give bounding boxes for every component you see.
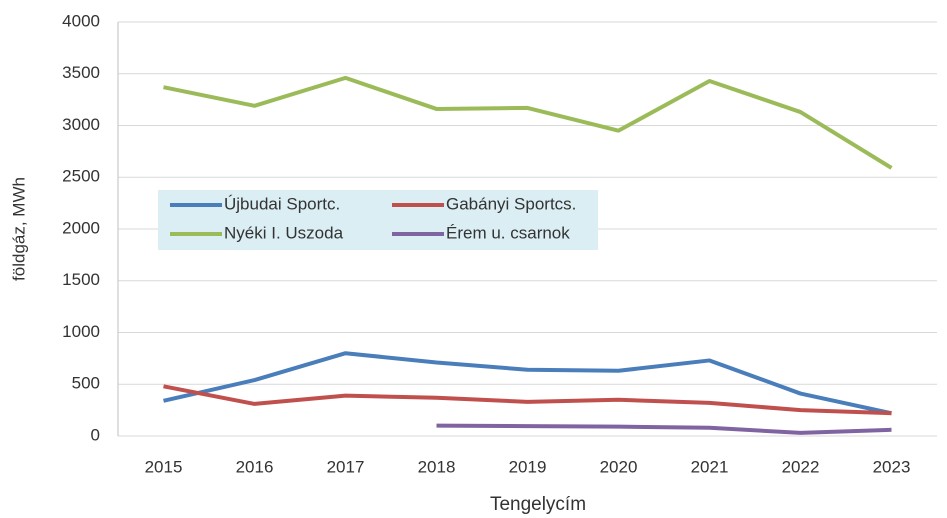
x-tick-label: 2020	[600, 457, 638, 476]
x-tick-label: 2016	[236, 457, 274, 476]
legend-label: Nyéki I. Uszoda	[224, 223, 344, 242]
legend-label: Újbudai Sportc.	[224, 194, 340, 213]
y-tick-label: 0	[91, 425, 100, 444]
y-tick-label: 2500	[62, 167, 100, 186]
x-tick-label: 2015	[145, 457, 183, 476]
y-tick-label: 1000	[62, 322, 100, 341]
legend-label: Érem u. csarnok	[446, 223, 570, 242]
y-tick-label: 4000	[62, 11, 100, 30]
series-line	[163, 351, 892, 416]
series-line	[163, 384, 892, 416]
x-axis-label: Tengelycím	[490, 494, 586, 515]
x-tick-label: 2017	[327, 457, 365, 476]
series-line	[163, 75, 893, 170]
y-tick-label: 3500	[62, 63, 100, 82]
series-line	[436, 423, 892, 435]
x-tick-label: 2023	[873, 457, 911, 476]
y-tick-label: 500	[72, 374, 100, 393]
x-tick-label: 2018	[418, 457, 456, 476]
legend-box	[158, 190, 598, 250]
y-axis-label: földgáz, MWh	[9, 177, 28, 281]
y-tick-label: 1500	[62, 270, 100, 289]
x-tick-label: 2022	[782, 457, 820, 476]
legend-label: Gabányi Sportcs.	[446, 194, 576, 213]
x-tick-label: 2019	[509, 457, 547, 476]
y-tick-label: 3000	[62, 115, 100, 134]
x-tick-label: 2021	[691, 457, 729, 476]
y-tick-label: 2000	[62, 218, 100, 237]
